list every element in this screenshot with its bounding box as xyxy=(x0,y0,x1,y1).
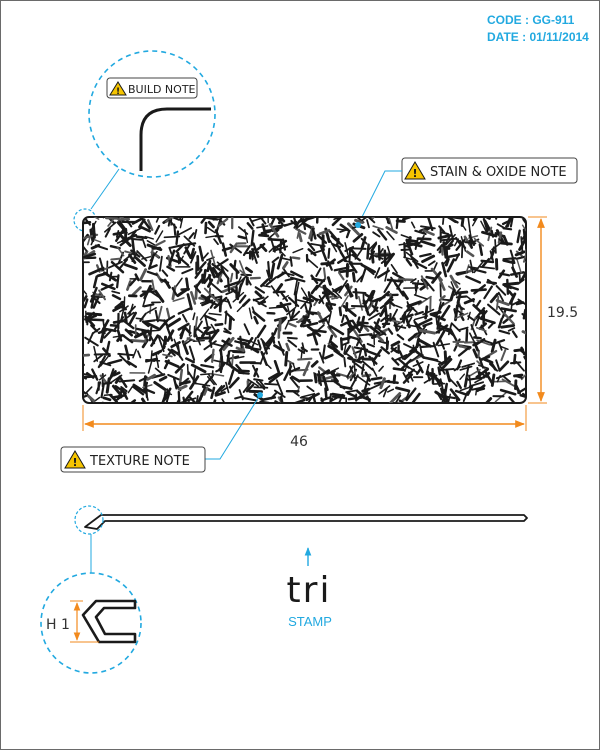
build-note-callout: ! BUILD NOTE xyxy=(106,77,198,99)
texture-leader xyxy=(205,394,261,460)
title-block: CODE : GG-911 DATE : 01/11/2014 xyxy=(487,12,589,46)
height-dimension: 19.5 xyxy=(528,216,578,404)
texture-note-callout: ! TEXTURE NOTE xyxy=(60,446,206,473)
profile-detail-edge xyxy=(81,599,137,644)
build-note-label: BUILD NOTE xyxy=(128,83,196,96)
thickness-dimension: H 1 xyxy=(46,600,99,643)
stain-note-callout: ! STAIN & OXIDE NOTE xyxy=(401,157,578,184)
texture-note-label: TEXTURE NOTE xyxy=(89,454,190,469)
width-value: 46 xyxy=(290,434,308,450)
svg-text:!: ! xyxy=(412,167,417,180)
warning-icon: ! xyxy=(404,161,426,180)
svg-text:!: ! xyxy=(72,456,77,469)
warning-icon: ! xyxy=(64,450,86,469)
thickness-value: H 1 xyxy=(46,617,70,633)
height-value: 19.5 xyxy=(547,305,578,321)
stain-marker xyxy=(355,222,361,228)
stain-leader xyxy=(357,170,402,226)
stamp-logo: tri xyxy=(287,570,332,611)
stain-note-label: STAIN & OXIDE NOTE xyxy=(430,165,567,180)
build-detail-circle xyxy=(88,50,216,178)
code-label: CODE : GG-911 xyxy=(487,13,575,27)
panel-texture xyxy=(83,217,526,403)
stamp-label: STAMP xyxy=(288,614,332,629)
side-profile xyxy=(84,514,528,530)
profile-corner-marker xyxy=(74,505,104,535)
svg-text:!: ! xyxy=(116,87,120,97)
build-detail-corner xyxy=(139,107,211,171)
width-dimension: 46 xyxy=(82,405,527,450)
build-leader xyxy=(90,168,120,210)
date-label: DATE : 01/11/2014 xyxy=(487,30,589,44)
warning-icon: ! xyxy=(109,81,127,97)
